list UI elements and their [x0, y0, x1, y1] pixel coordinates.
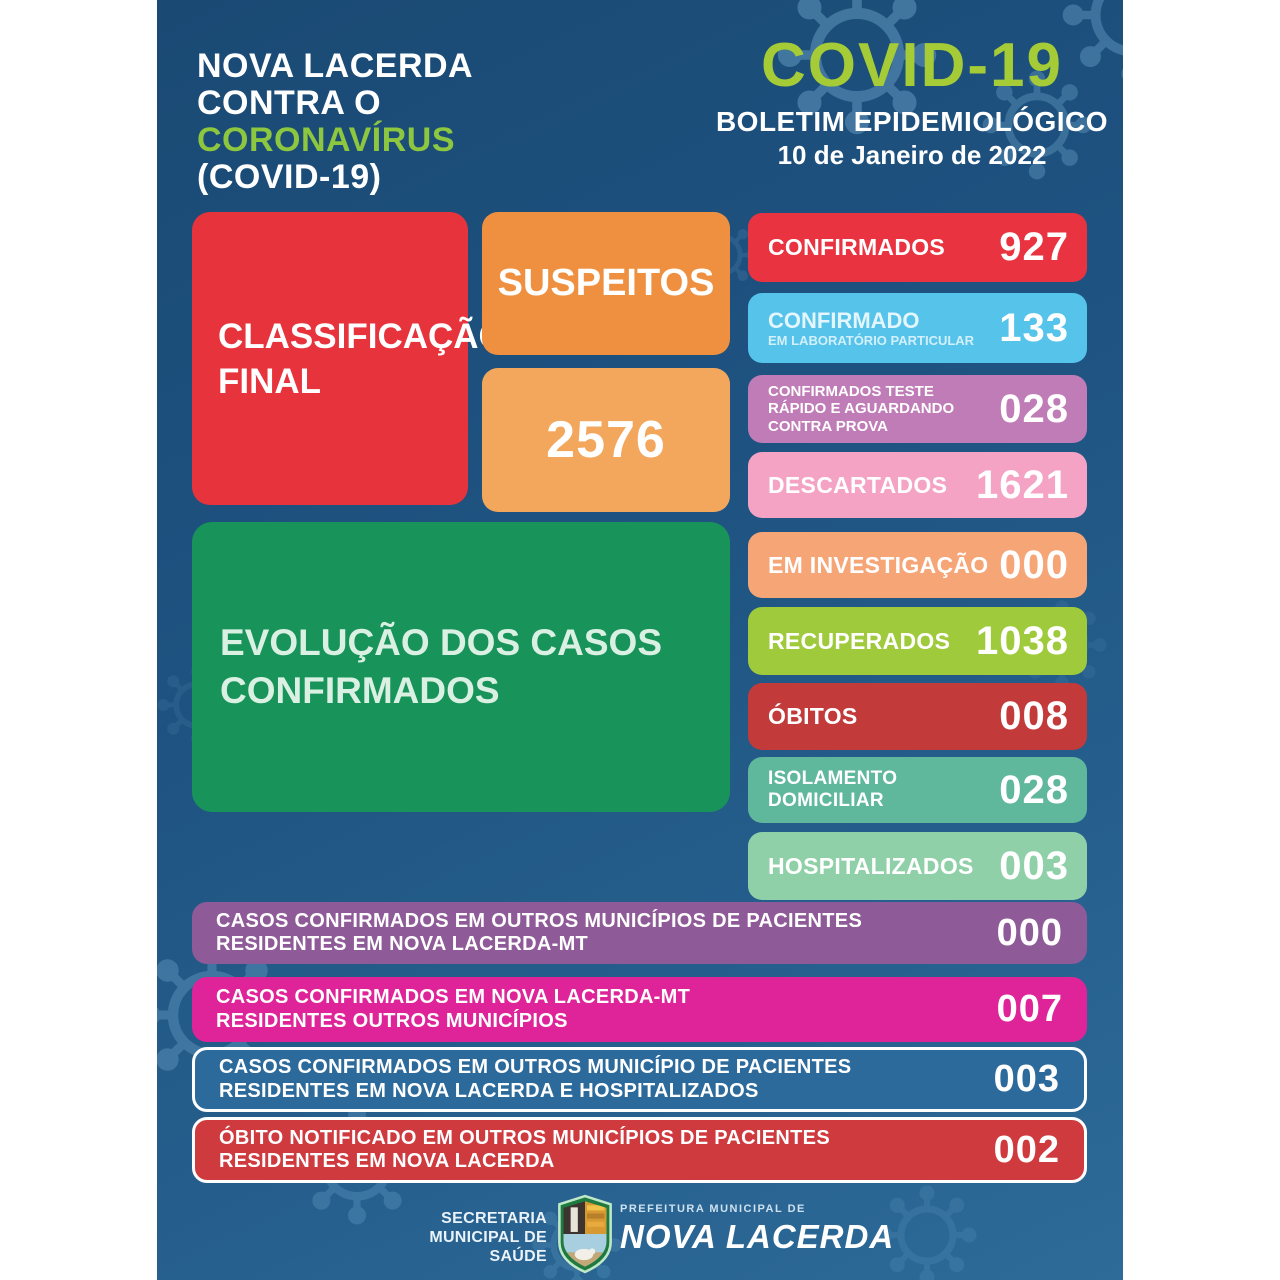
bulletin-poster: NOVA LACERDA CONTRA O CORONAVÍRUS (COVID… — [157, 0, 1123, 1280]
wide-row-confirmados-outros-hospitalizados: CASOS CONFIRMADOS EM OUTROS MUNICÍPIO DE… — [192, 1047, 1087, 1112]
wide-row-value: 007 — [996, 988, 1063, 1030]
campaign-title-line-coronavirus: CORONAVÍRUS — [197, 121, 455, 159]
secretaria-municipal-label: SECRETARIA MUNICIPAL DE SAÚDE — [429, 1210, 547, 1265]
wide-row-label: ÓBITO NOTIFICADO EM OUTROS MUNICÍPIOS DE… — [219, 1126, 830, 1173]
covid-19-title: COVID-19 — [761, 31, 1063, 100]
campaign-title-line-2: CONTRA O — [197, 84, 382, 122]
evolution-line-1: EVOLUÇÃO DOS CASOS — [220, 622, 662, 663]
prefeitura-logo: PREFEITURA MUNICIPAL DE NOVA LACERDA — [620, 1203, 894, 1256]
classification-final-box: CLASSIFICAÇÃO FINAL — [192, 212, 506, 505]
wide-row-label: CASOS CONFIRMADOS EM NOVA LACERDA-MT RES… — [216, 986, 691, 1032]
municipal-crest-icon — [558, 1194, 612, 1274]
stat-value: 1038 — [976, 618, 1069, 663]
wide-row-value: 003 — [993, 1058, 1060, 1100]
campaign-title: NOVA LACERDA CONTRA O CORONAVÍRUS (COVID… — [197, 48, 473, 196]
stat-label: CONFIRMADO EM LABORATÓRIO PARTICULAR — [768, 307, 975, 348]
stat-label: ISOLAMENTO DOMICILIAR — [768, 768, 898, 811]
wide-row-obito-outros-municipios: ÓBITO NOTIFICADO EM OUTROS MUNICÍPIOS DE… — [192, 1117, 1087, 1183]
stat-value: 008 — [999, 694, 1069, 738]
prefeitura-name: NOVA LACERDA — [620, 1218, 895, 1255]
stat-value: 028 — [999, 386, 1069, 431]
prefeitura-small-label: PREFEITURA MUNICIPAL DE — [620, 1203, 806, 1215]
stat-label: ÓBITOS — [768, 703, 858, 729]
stat-value: 133 — [999, 305, 1069, 350]
evolution-of-cases-box: EVOLUÇÃO DOS CASOS CONFIRMADOS — [192, 522, 730, 812]
stat-label: EM INVESTIGAÇÃO — [768, 551, 989, 578]
classification-final-line-2: FINAL — [218, 361, 322, 401]
evolution-line-2: CONFIRMADOS — [220, 670, 500, 711]
stat-row-confirmados: CONFIRMADOS 927 — [748, 213, 1087, 282]
classification-final-line-1: CLASSIFICAÇÃO — [218, 316, 506, 356]
suspects-value: 2576 — [546, 411, 666, 469]
suspects-label-box: SUSPEITOS — [482, 212, 730, 355]
stat-value: 028 — [999, 767, 1069, 812]
stat-label: HOSPITALIZADOS — [768, 852, 974, 879]
stat-row-em-investigacao: EM INVESTIGAÇÃO 000 — [748, 532, 1087, 598]
stat-row-isolamento-domiciliar: ISOLAMENTO DOMICILIAR 028 — [748, 757, 1087, 823]
campaign-title-line-1: NOVA LACERDA — [197, 47, 474, 85]
wide-row-label: CASOS CONFIRMADOS EM OUTROS MUNICÍPIOS D… — [216, 909, 863, 956]
stat-value: 003 — [999, 843, 1069, 888]
suspects-value-box: 2576 — [482, 368, 730, 512]
wide-row-value: 002 — [993, 1128, 1060, 1171]
stat-row-descartados: DESCARTADOS 1621 — [748, 452, 1087, 518]
stat-row-hospitalizados: HOSPITALIZADOS 003 — [748, 832, 1087, 900]
stat-value: 927 — [999, 225, 1069, 269]
stat-value: 1621 — [976, 462, 1069, 507]
stat-row-obitos: ÓBITOS 008 — [748, 683, 1087, 750]
wide-row-confirmados-outros-municipios: CASOS CONFIRMADOS EM OUTROS MUNICÍPIOS D… — [192, 902, 1087, 964]
stat-label: DESCARTADOS — [768, 471, 948, 498]
bulletin-subtitle: BOLETIM EPIDEMIOLÓGICO — [715, 106, 1109, 137]
campaign-title-line-covid: (COVID-19) — [197, 158, 382, 196]
wide-row-label: CASOS CONFIRMADOS EM OUTROS MUNICÍPIO DE… — [219, 1056, 852, 1102]
wide-row-confirmados-nova-lacerda: CASOS CONFIRMADOS EM NOVA LACERDA-MT RES… — [192, 977, 1087, 1042]
wide-row-value: 000 — [996, 911, 1063, 954]
suspects-label: SUSPEITOS — [497, 262, 715, 304]
bulletin-date: 10 de Janeiro de 2022 — [777, 140, 1047, 170]
stat-label: CONFIRMADOS — [768, 234, 946, 260]
stat-label: RECUPERADOS — [768, 627, 951, 654]
stat-row-teste-rapido: CONFIRMADOS TESTE RÁPIDO E AGUARDANDO CO… — [748, 375, 1087, 443]
stat-row-recuperados: RECUPERADOS 1038 — [748, 607, 1087, 675]
stat-row-confirmado-laboratorio: CONFIRMADO EM LABORATÓRIO PARTICULAR 133 — [748, 293, 1087, 363]
stat-value: 000 — [999, 542, 1069, 587]
bulletin-header: COVID-19 BOLETIM EPIDEMIOLÓGICO 10 de Ja… — [707, 34, 1117, 171]
stat-label: CONFIRMADOS TESTE RÁPIDO E AGUARDANDO CO… — [768, 382, 955, 435]
